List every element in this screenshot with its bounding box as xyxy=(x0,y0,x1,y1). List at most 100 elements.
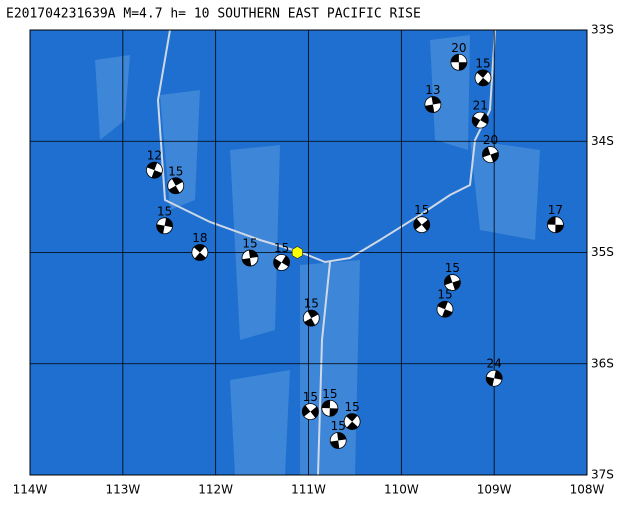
focal-mechanism xyxy=(302,309,320,327)
compression xyxy=(476,69,489,78)
focal-mechanism xyxy=(329,432,347,449)
compression xyxy=(346,413,358,422)
compression xyxy=(444,274,453,286)
depth-label: 12 xyxy=(147,149,162,163)
lon-label: 112W xyxy=(198,483,233,497)
compression xyxy=(168,185,180,194)
depth-label: 15 xyxy=(331,419,346,433)
compression xyxy=(413,218,422,230)
compression xyxy=(193,244,206,253)
depth-label: 15 xyxy=(168,164,183,178)
compression xyxy=(437,301,448,310)
compression xyxy=(477,77,490,86)
depth-label: 15 xyxy=(475,56,490,70)
focal-mechanism xyxy=(321,399,339,417)
compression xyxy=(337,432,347,441)
compression xyxy=(494,370,503,380)
lon-label: 114W xyxy=(13,483,48,497)
transform xyxy=(317,261,331,476)
depth-label: 15 xyxy=(437,288,452,302)
depth-label: 15 xyxy=(274,241,289,255)
compression xyxy=(273,258,282,270)
compression xyxy=(321,400,331,409)
compression xyxy=(248,250,258,259)
focal-mechanism xyxy=(413,216,431,234)
focal-mechanism xyxy=(450,53,468,71)
compression xyxy=(452,279,461,291)
depth-label: 21 xyxy=(473,99,488,113)
compression xyxy=(156,224,165,234)
focal-mechanism xyxy=(443,274,461,291)
lat-label: 35S xyxy=(591,245,614,259)
depth-label: 15 xyxy=(445,261,460,275)
compression xyxy=(425,104,435,113)
depth-label: 15 xyxy=(322,387,337,401)
focal-mechanism xyxy=(485,369,503,387)
compression xyxy=(490,151,499,163)
lon-label: 109W xyxy=(477,483,512,497)
compression xyxy=(472,116,481,128)
compression xyxy=(281,255,290,267)
lon-label: 113W xyxy=(105,483,140,497)
compression xyxy=(164,217,173,228)
focal-mechanism xyxy=(241,249,259,267)
focal-mechanism xyxy=(145,161,163,179)
depth-label: 18 xyxy=(192,231,207,245)
compression xyxy=(194,252,206,261)
focal-mechanism xyxy=(301,403,319,420)
compression xyxy=(302,405,311,417)
depth-label: 15 xyxy=(304,297,319,311)
focal-mechanism xyxy=(191,244,209,261)
compression xyxy=(346,421,359,430)
compression xyxy=(242,258,252,267)
depth-label: 15 xyxy=(344,400,359,414)
focal-mechanism xyxy=(424,96,442,113)
compression xyxy=(329,408,338,417)
depth-label: 20 xyxy=(451,41,466,55)
compression xyxy=(146,162,158,171)
depth-label: 15 xyxy=(414,203,429,217)
focal-mechanism xyxy=(273,254,290,271)
compression xyxy=(547,216,556,225)
focal-mechanism xyxy=(474,69,492,87)
lat-label: 37S xyxy=(591,468,614,482)
compression xyxy=(330,440,340,449)
ridge xyxy=(156,29,496,264)
lat-label: 33S xyxy=(591,23,614,37)
map-title: E201704231639A M=4.7 h= 10 SOUTHERN EAST… xyxy=(6,7,421,22)
compression xyxy=(480,113,489,125)
depth-label: 20 xyxy=(483,133,498,147)
compression xyxy=(450,54,459,63)
lon-label: 110W xyxy=(384,483,419,497)
focal-mechanism xyxy=(156,217,174,235)
lon-label: 108W xyxy=(570,483,605,497)
lat-label: 36S xyxy=(591,356,614,370)
focal-mechanism xyxy=(471,111,489,129)
depth-label: 17 xyxy=(548,203,563,217)
focal-mechanism xyxy=(547,216,564,234)
compression xyxy=(151,170,162,179)
compression xyxy=(421,219,430,231)
focal-mechanism xyxy=(436,300,454,318)
compression xyxy=(304,318,316,327)
lon-label: 111W xyxy=(291,483,326,497)
depth-label: 15 xyxy=(242,237,257,251)
compression xyxy=(442,309,453,318)
compression xyxy=(482,147,491,158)
compression xyxy=(555,224,564,233)
focal-mechanism xyxy=(343,413,361,431)
frame xyxy=(29,29,588,476)
compression xyxy=(307,310,319,319)
focal-mechanism xyxy=(482,146,499,164)
compression xyxy=(458,62,467,71)
compression xyxy=(486,376,495,387)
compression xyxy=(310,406,319,418)
compression xyxy=(171,177,183,186)
focal-mechanism xyxy=(167,177,185,195)
depth-label: 15 xyxy=(157,204,172,218)
compression xyxy=(431,96,441,105)
lat-label: 34S xyxy=(591,134,614,148)
depth-label: 24 xyxy=(487,357,502,371)
epicenter xyxy=(291,246,303,259)
